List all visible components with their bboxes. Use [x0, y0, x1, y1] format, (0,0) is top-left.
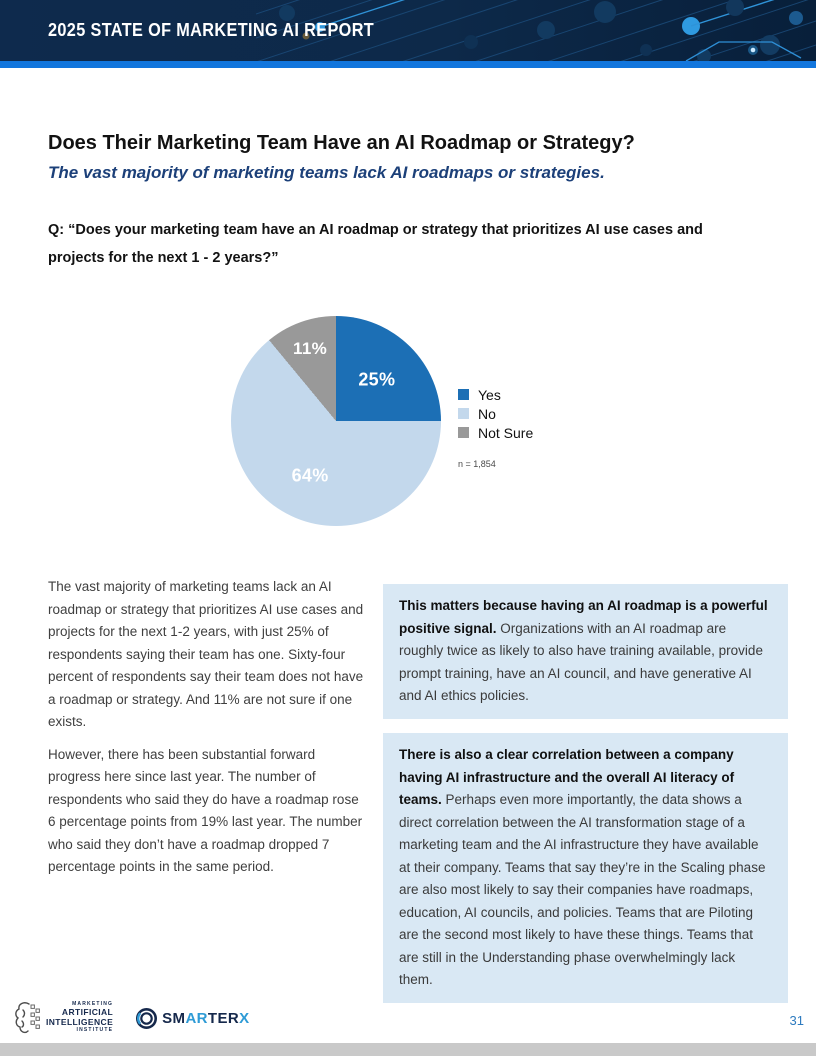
pie-slice-label-no: 64% — [291, 465, 329, 486]
pie-slice-label-yes: 25% — [358, 369, 396, 390]
legend-item-yes: Yes — [458, 385, 533, 404]
body-paragraph: However, there has been substantial forw… — [48, 746, 363, 875]
legend-item-notsure: Not Sure — [458, 423, 533, 442]
body-text-column: The vast majority of marketing teams lac… — [48, 576, 364, 879]
legend-swatch-no — [458, 408, 469, 419]
callout-text: Organizations with an AI roadmap are rou… — [399, 620, 763, 704]
sample-size-note: n = 1,854 — [458, 459, 496, 469]
legend-label-yes: Yes — [478, 386, 501, 403]
callout-box-roadmap-signal: This matters because having an AI roadma… — [383, 584, 788, 719]
footer-bar — [0, 1043, 816, 1056]
callout-lead: This matters because having an AI roadma… — [399, 598, 768, 636]
smarterx-circle-icon — [136, 1007, 158, 1029]
logo-line: ARTIFICIAL — [61, 1007, 114, 1018]
logo-line: INTELLIGENCE — [46, 1017, 114, 1027]
pie-slice-label-notsure: 11% — [293, 338, 328, 358]
marketing-ai-institute-wordmark: MARKETING ARTIFICIAL INTELLIGENCE INSTIT… — [46, 1002, 113, 1033]
logo-line: MARKETING — [72, 1001, 114, 1008]
footer-logos: MARKETING ARTIFICIAL INTELLIGENCE INSTIT… — [14, 1000, 250, 1036]
smarterx-logo: SMARTERX — [135, 1007, 249, 1030]
legend-item-no: No — [458, 404, 533, 423]
logo-line: INSTITUTE — [76, 1026, 114, 1033]
callout-text: Perhaps even more importantly, the data … — [399, 792, 766, 987]
page-subtitle: The vast majority of marketing teams lac… — [48, 163, 605, 182]
wordmark-part: AR — [185, 1009, 208, 1027]
brain-icon — [15, 1002, 40, 1034]
legend-label-no: No — [478, 405, 496, 422]
pie-chart-container: 25% 64% 11% — [231, 316, 441, 526]
header-banner: 2025 STATE OF MARKETING AI REPORT — [0, 0, 816, 61]
chart-legend: Yes No Not Sure n = 1,854 — [458, 385, 533, 469]
callout-box-infrastructure-literacy: There is also a clear correlation betwee… — [383, 733, 788, 1003]
header-accent-stripe — [0, 61, 816, 68]
page-title: Does Their Marketing Team Have an AI Roa… — [48, 132, 635, 154]
legend-swatch-yes — [458, 389, 469, 400]
legend-swatch-notsure — [458, 427, 469, 438]
marketing-ai-institute-logo: MARKETING ARTIFICIAL INTELLIGENCE INSTIT… — [14, 1000, 113, 1036]
pie-chart — [231, 316, 441, 526]
wordmark-part: TER — [207, 1009, 240, 1027]
survey-question: Q: “Does your marketing team have an AI … — [48, 222, 703, 266]
legend-label-notsure: Not Sure — [478, 424, 534, 441]
report-title: 2025 STATE OF MARKETING AI REPORT — [48, 18, 375, 40]
page-number: 31 — [789, 1013, 804, 1028]
callout-lead: There is also a clear correlation betwee… — [399, 747, 735, 807]
wordmark-part: SM — [162, 1009, 186, 1027]
smarterx-wordmark: SMARTERX — [162, 1010, 249, 1027]
body-paragraph: The vast majority of marketing teams lac… — [48, 579, 364, 729]
circuit-pattern-decoration — [256, 0, 816, 61]
wordmark-part: X — [239, 1009, 250, 1027]
